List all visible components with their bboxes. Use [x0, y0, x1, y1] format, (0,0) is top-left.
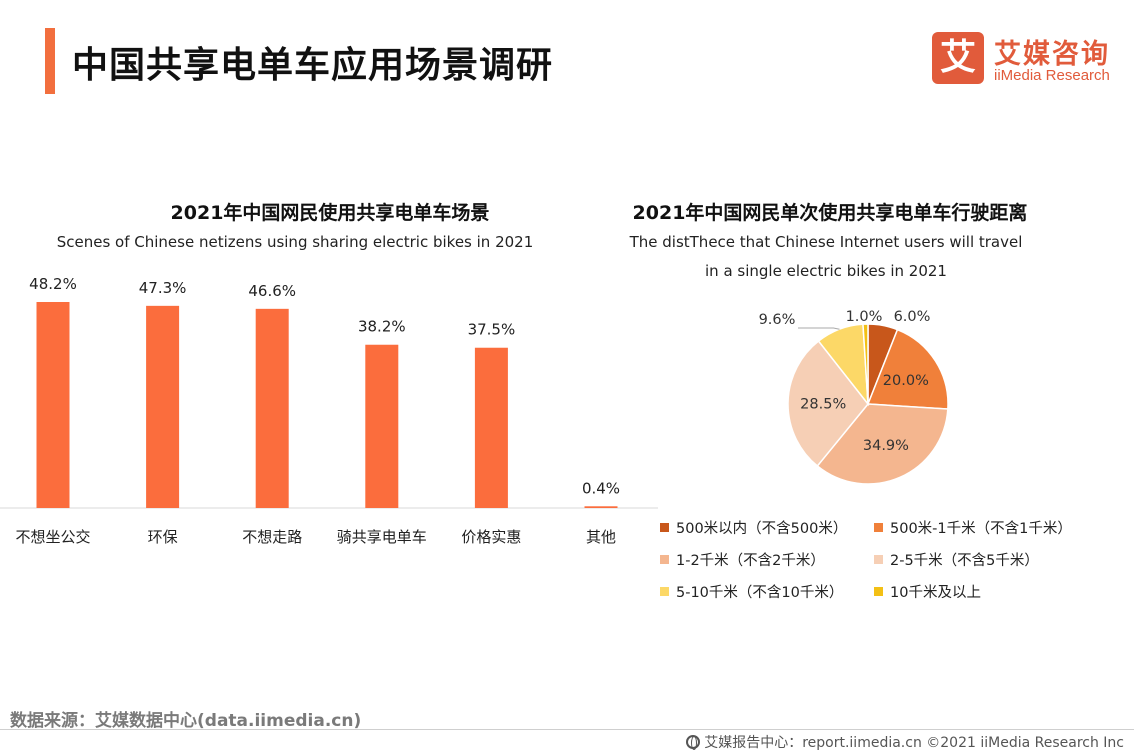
- pie-chart-subtitle-line-1: The distThece that Chinese Internet user…: [629, 233, 1023, 251]
- legend-swatch: [874, 586, 883, 596]
- pie-chart: 6.0% 20.0% 34.9% 28.5% 9.6% 1.0%: [759, 309, 949, 485]
- legend-label: 500米以内（不含500米）: [676, 520, 848, 537]
- data-source: 数据来源：艾媒数据中心(data.iimedia.cn): [10, 711, 362, 731]
- bar-chart-title: 2021年中国网民使用共享电单车场景: [170, 202, 490, 224]
- bar-value-label: 0.4%: [582, 479, 620, 497]
- pie-value-label: 34.9%: [863, 438, 909, 454]
- x-tick-label: 不想走路: [242, 528, 302, 546]
- legend-item: 2-5千米（不含5千米）: [874, 548, 1100, 570]
- legend-item: 5-10千米（不含10千米）: [660, 580, 874, 602]
- bar-chart-subtitle: Scenes of Chinese netizens using sharing…: [56, 233, 534, 251]
- legend-label: 5-10千米（不含10千米）: [676, 584, 844, 601]
- legend-swatch: [660, 554, 669, 564]
- pie-value-label: 1.0%: [846, 309, 883, 325]
- bar: [365, 344, 399, 508]
- bar: [474, 347, 508, 508]
- pie-value-label: 20.0%: [883, 373, 929, 389]
- title-accent-bar: [45, 28, 55, 94]
- legend-label: 500米-1千米（不含1千米）: [890, 520, 1072, 537]
- bar-value-label: 47.3%: [139, 279, 187, 297]
- legend-item: 500米以内（不含500米）: [660, 516, 874, 538]
- logo-name-cn: 艾媒咨询: [994, 39, 1110, 70]
- pie-legend: 500米以内（不含500米） 500米-1千米（不含1千米） 1-2千米（不含2千米…: [660, 516, 1100, 602]
- bar: [584, 506, 618, 508]
- bar: [36, 302, 70, 508]
- legend-label: 10千米及以上: [890, 584, 981, 601]
- x-tick-label: 环保: [148, 528, 178, 546]
- legend-swatch: [874, 554, 883, 564]
- bar-value-label: 48.2%: [29, 275, 77, 293]
- pie-chart-subtitle: The distThece that Chinese Internet user…: [560, 228, 1092, 286]
- x-tick-label: 不想坐公交: [15, 528, 90, 546]
- legend-label: 1-2千米（不含2千米）: [676, 552, 825, 569]
- legend-item: 500米-1千米（不含1千米）: [874, 516, 1100, 538]
- pie-slice: [816, 403, 949, 485]
- pie-slice: [862, 323, 869, 405]
- bar: [146, 305, 180, 508]
- iimedia-logo: 艾 艾媒咨询 iiMedia Research: [932, 32, 1122, 92]
- pie-chart-title: 2021年中国网民单次使用共享电单车行驶距离: [632, 202, 1028, 224]
- legend-label: 2-5千米（不含5千米）: [890, 552, 1039, 569]
- globe-icon: [686, 735, 701, 750]
- footer-divider: [0, 729, 1134, 730]
- pie-chart-subtitle-line-2: in a single electric bikes in 2021: [705, 262, 947, 280]
- footer-credit-text: 艾媒报告中心：report.iimedia.cn ©2021 iiMedia R…: [704, 735, 1124, 751]
- x-tick-label: 骑共享电单车: [337, 528, 427, 546]
- pie-slice: [787, 340, 869, 468]
- bar-chart: 48.2%不想坐公交47.3%环保46.6%不想走路38.2%骑共享电单车会更方…: [0, 275, 658, 546]
- legend-swatch: [660, 586, 669, 596]
- x-tick-label: 其他: [586, 528, 616, 546]
- page-title: 中国共享电单车应用场景调研: [72, 45, 554, 86]
- bar-value-label: 37.5%: [468, 321, 516, 339]
- x-tick-label: 价格实惠: [461, 528, 521, 546]
- pie-slice: [866, 328, 949, 410]
- logo-name-en: iiMedia Research: [994, 67, 1110, 84]
- bar: [255, 308, 289, 508]
- logo-mark: 艾: [932, 32, 984, 84]
- bar-value-label: 38.2%: [358, 318, 406, 336]
- pie-value-label: 6.0%: [894, 309, 931, 325]
- pie-value-label: 28.5%: [800, 397, 846, 413]
- legend-item: 10千米及以上: [874, 580, 1100, 602]
- pie-value-label: 9.6%: [759, 312, 796, 328]
- bar-value-label: 46.6%: [248, 282, 296, 300]
- legend-item: 1-2千米（不含2千米）: [660, 548, 874, 570]
- pie-leader-line: [798, 327, 840, 330]
- footer-credit: 艾媒报告中心：report.iimedia.cn ©2021 iiMedia R…: [686, 732, 1124, 752]
- legend-swatch: [874, 522, 883, 532]
- legend-swatch: [660, 522, 669, 532]
